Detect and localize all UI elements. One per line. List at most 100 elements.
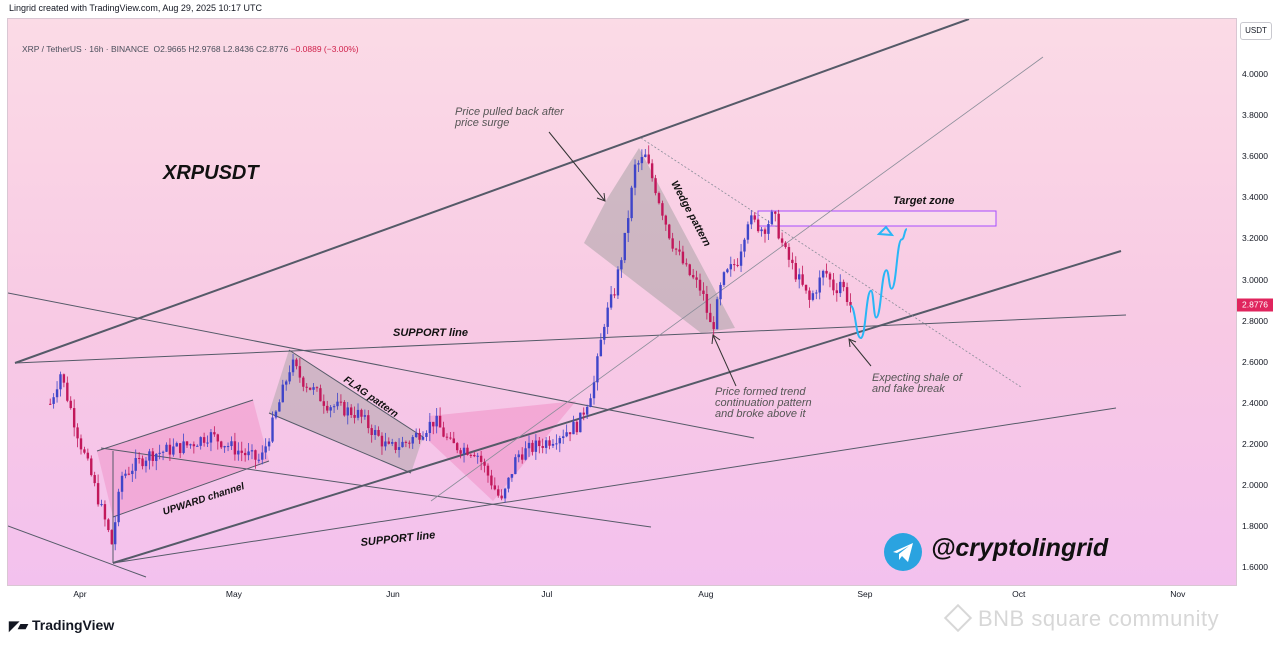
telegram-icon [884,533,922,571]
candle-body [688,264,691,276]
candle-body [456,443,459,451]
candle-body [120,475,124,492]
candle-body [425,433,428,437]
candle-body [114,522,117,545]
upper-channel-line [14,19,970,364]
candle-body [384,441,387,447]
price-tick: 1.8000 [1242,521,1268,532]
time-tick: Nov [1170,589,1186,599]
candle-body [254,450,257,460]
chart-area[interactable]: XRPUSDT Price pulled back after price su… [7,18,1237,586]
target-zone-label: Target zone [893,195,954,207]
candle-body [739,251,743,266]
flag-lower [268,412,412,474]
candle-body [623,232,626,261]
candle-body [791,259,794,264]
time-axis[interactable] [7,586,1237,606]
candle-body [141,458,144,467]
candle-body [575,421,579,433]
candle-body [404,441,408,443]
candle-body [158,452,161,454]
candle-body [223,446,226,448]
pullback-note-line2: price surge [454,117,509,129]
candle-body [664,215,668,225]
bnb-watermark: BNB square community [943,603,1219,633]
candle-body [83,449,86,453]
candle-body [302,377,305,387]
candle-body [346,407,349,416]
candle-body [743,239,746,252]
candle-body [565,432,568,437]
candle-body [503,488,507,499]
tradingview-logo[interactable]: ◤▰ TradingView [9,617,114,634]
price-tick: 2.0000 [1242,480,1268,490]
falling-wedge-shade [429,401,576,501]
candle-body [589,398,592,407]
candle-body [281,384,284,403]
candle-body [548,440,551,446]
candle-body [168,444,172,455]
lower-support-diagonal [112,250,1122,564]
candle-body [103,504,107,520]
candle-body [753,215,756,220]
candle-body [90,458,93,476]
candle-body [691,275,695,278]
candle-body [493,485,497,490]
candle-body [230,441,233,447]
candle-series [49,145,852,551]
price-tick: 2.6000 [1242,356,1268,367]
candle-body [182,441,185,454]
candle-body [514,457,517,475]
candle-body [620,260,623,270]
candle-body [278,402,281,412]
flag-upper [288,349,424,438]
candle-body [845,287,849,302]
candle-body [596,356,599,383]
descending-line-mid [100,447,652,528]
candle-body [271,417,274,442]
candle-body [678,249,681,252]
candle-body [165,444,168,452]
candle-body [134,458,137,471]
candle-body [185,441,189,446]
candle-body [466,447,469,455]
candle-body [674,248,678,250]
candle-body [72,408,76,428]
currency-selector[interactable]: USDT [1240,22,1272,40]
candle-body [449,437,452,439]
candle-body [408,442,411,444]
candle-body [442,427,445,437]
candle-body [285,381,288,385]
candle-body [322,401,326,406]
candle-body [469,454,473,456]
candle-body [192,444,196,447]
candle-body [216,434,219,442]
handle-text: @cryptolingrid [931,534,1109,562]
candle-body [370,428,373,436]
candle-body [110,530,113,545]
ohlc-values: O2.9665 H2.9768 L2.8436 C2.8776 [153,44,289,54]
candle-body [654,178,657,194]
candle-body [131,470,134,475]
candle-body [582,412,585,415]
pullback-arrowhead [596,192,606,202]
time-tick: May [225,589,242,599]
expect-arrow [848,338,872,367]
candle-body [729,264,732,270]
candle-body [387,441,390,444]
price-chart[interactable]: XRPUSDT Price pulled back after price su… [8,19,1237,586]
candle-body [849,301,852,306]
candle-body [308,387,312,390]
candle-body [572,421,575,435]
price-tick: 4.0000 [1242,69,1268,79]
candle-body [209,432,213,443]
price-change: −0.0889 (−3.00%) [290,44,359,54]
candle-body [558,438,561,444]
candle-body [69,400,72,409]
candle-body [517,454,520,458]
target-zone-box[interactable] [757,210,997,227]
candle-body [763,229,767,234]
candle-body [315,387,319,389]
bottom-left-line [8,525,147,578]
candle-body [650,163,654,179]
